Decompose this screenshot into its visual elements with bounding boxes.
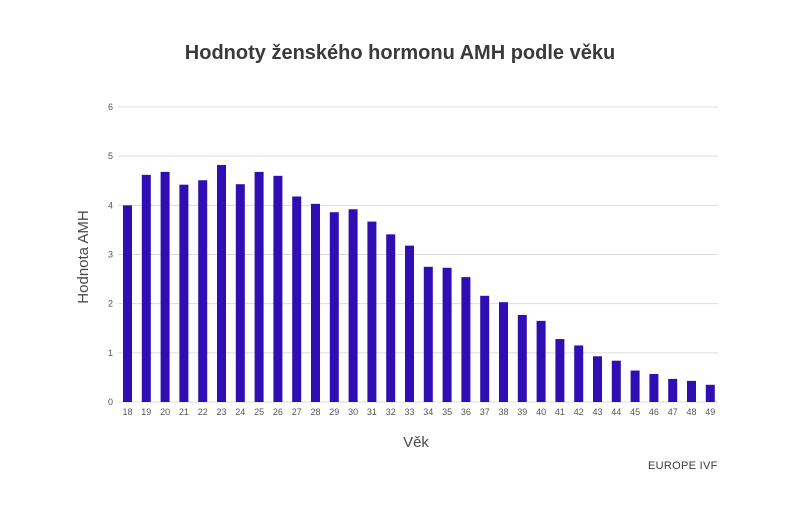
x-tick-label: 44 (611, 407, 621, 417)
y-tick-labels: 0 1 2 3 4 5 6 (108, 102, 113, 407)
x-tick-label: 22 (198, 407, 208, 417)
bar-age-47 (668, 378, 678, 402)
bar-age-42 (574, 345, 584, 402)
x-tick-label: 43 (592, 407, 602, 417)
x-tick-label: 46 (649, 407, 659, 417)
x-tick-label: 25 (254, 407, 264, 417)
bar-age-28 (311, 203, 320, 402)
bar-age-26 (273, 175, 283, 402)
x-tick-label: 38 (498, 407, 508, 417)
bar-age-46 (649, 373, 659, 402)
bar-age-34 (423, 266, 433, 402)
x-tick-label: 20 (160, 407, 170, 417)
x-tick-label: 34 (423, 407, 433, 417)
x-tick-label: 31 (367, 407, 377, 417)
x-tick-label: 21 (179, 407, 189, 417)
x-tick-label: 26 (273, 407, 283, 417)
bar-age-31 (367, 221, 377, 402)
x-tick-label: 32 (386, 407, 396, 417)
bar-age-33 (405, 245, 414, 402)
x-tick-label: 47 (668, 407, 678, 417)
y-tick-label: 3 (108, 250, 113, 260)
x-tick-label: 27 (292, 407, 302, 417)
x-tick-label: 40 (536, 407, 546, 417)
x-tick-label: 41 (555, 407, 565, 417)
x-tick-label: 48 (686, 407, 696, 417)
bar-age-21 (179, 184, 189, 402)
y-tick-label: 2 (108, 299, 113, 309)
x-tick-labels: 18 19 20 21 22 23 24 25 26 27 28 29 30 31 32 33 34 35 36 37… (122, 407, 715, 417)
y-tick-label: 0 (108, 397, 113, 407)
chart-title: Hodnoty ženského hormonu AMH podle věku (184, 42, 616, 64)
bar-age-39 (517, 314, 527, 402)
bar-age-20 (160, 171, 170, 402)
x-tick-label: 35 (442, 407, 452, 417)
bar-age-19 (141, 174, 151, 402)
x-tick-label: 23 (216, 407, 226, 417)
bar-age-30 (348, 209, 358, 402)
y-axis-label: Hodnota AMH (75, 210, 92, 303)
y-tick-label: 1 (108, 348, 113, 358)
bar-age-43 (593, 356, 602, 402)
bar-age-27 (292, 196, 302, 402)
y-tick-label: 4 (108, 200, 113, 210)
x-tick-label: 33 (404, 407, 414, 417)
grid-lines (118, 106, 718, 403)
bar-age-37 (480, 295, 490, 402)
bar-age-35 (442, 267, 452, 402)
bar-age-45 (630, 370, 640, 402)
x-tick-label: 37 (480, 407, 490, 417)
bars (123, 165, 715, 402)
bar-age-40 (536, 320, 546, 402)
x-tick-label: 30 (348, 407, 358, 417)
bar-age-32 (386, 234, 396, 402)
x-tick-label: 36 (461, 407, 471, 417)
source-label: EUROPE IVF (648, 460, 718, 472)
bar-age-38 (499, 302, 508, 402)
bar-age-18 (123, 205, 132, 402)
bar-age-36 (461, 277, 471, 402)
x-tick-label: 42 (574, 407, 584, 417)
x-axis-label: Věk (403, 434, 429, 451)
bar-age-48 (687, 380, 696, 402)
y-tick-label: 6 (108, 102, 113, 112)
bar-age-44 (611, 360, 621, 402)
bar-age-24 (235, 184, 245, 402)
bar-age-25 (254, 171, 264, 402)
x-tick-label: 24 (235, 407, 245, 417)
bar-age-29 (329, 212, 339, 402)
x-tick-label: 45 (630, 407, 640, 417)
bar-age-23 (217, 165, 226, 402)
x-tick-label: 18 (122, 407, 132, 417)
x-tick-label: 28 (310, 407, 320, 417)
bar-age-41 (555, 339, 565, 402)
x-tick-label: 39 (517, 407, 527, 417)
x-tick-label: 49 (705, 407, 715, 417)
bar-age-49 (705, 384, 715, 402)
bar-age-22 (198, 180, 208, 402)
x-tick-label: 29 (329, 407, 339, 417)
x-tick-label: 19 (141, 407, 151, 417)
y-tick-label: 5 (108, 151, 113, 161)
